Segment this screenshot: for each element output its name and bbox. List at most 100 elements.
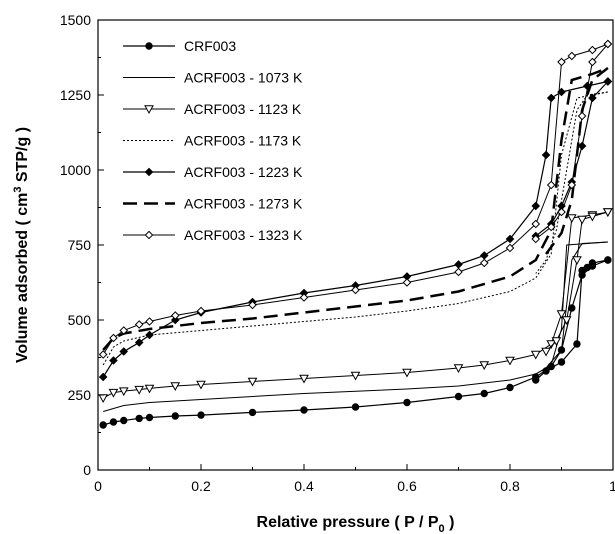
legend-item-2: ACRF003 - 1123 K bbox=[123, 101, 302, 117]
data-point bbox=[567, 180, 577, 190]
data-point bbox=[603, 208, 613, 218]
data-point bbox=[119, 326, 129, 335]
data-point bbox=[578, 266, 586, 275]
data-point bbox=[530, 350, 541, 360]
data-point bbox=[588, 93, 597, 103]
data-point bbox=[196, 380, 206, 390]
data-point bbox=[454, 392, 463, 401]
data-point bbox=[170, 315, 180, 325]
data-point bbox=[299, 374, 309, 384]
data-point bbox=[572, 256, 582, 266]
series-line-adsorption bbox=[102, 91, 608, 366]
data-point bbox=[134, 385, 145, 395]
data-point bbox=[505, 243, 515, 253]
y-axis: 0 250 500 750 1000 1250 1500 bbox=[60, 12, 104, 478]
legend-label: ACRF003 - 1073 K bbox=[184, 70, 303, 86]
x-tick-label: 0.8 bbox=[500, 478, 520, 494]
data-point bbox=[546, 222, 556, 232]
series-6 bbox=[98, 39, 613, 359]
data-point bbox=[350, 371, 361, 381]
data-point bbox=[588, 45, 597, 55]
data-point bbox=[145, 413, 154, 422]
data-point bbox=[247, 377, 258, 387]
data-point bbox=[109, 356, 118, 365]
legend-item-6: ACRF003 - 1323 K bbox=[123, 227, 303, 243]
data-point bbox=[118, 387, 129, 397]
legend-item-0: CRF003 bbox=[123, 38, 236, 54]
legend-label: CRF003 bbox=[184, 38, 236, 54]
x-axis-title-main: Relative pressure ( P / P bbox=[257, 514, 439, 531]
series-4 bbox=[98, 77, 613, 382]
legend-marker bbox=[144, 167, 154, 177]
data-point bbox=[98, 372, 108, 382]
data-point bbox=[171, 412, 179, 420]
data-point bbox=[479, 361, 490, 371]
y-tick-label: 0 bbox=[83, 462, 91, 478]
data-point bbox=[170, 382, 181, 392]
y-tick-label: 250 bbox=[68, 387, 92, 403]
data-point bbox=[145, 317, 154, 326]
data-point bbox=[454, 260, 463, 269]
legend-label: ACRF003 - 1273 K bbox=[184, 196, 303, 212]
data-point bbox=[588, 259, 597, 267]
data-point bbox=[109, 333, 118, 343]
data-point bbox=[531, 201, 541, 211]
y-tick-label: 1000 bbox=[60, 162, 91, 178]
series-2 bbox=[98, 208, 613, 404]
data-point bbox=[108, 388, 119, 398]
legend-item-5: ACRF003 - 1273 K bbox=[123, 196, 303, 212]
data-point bbox=[557, 57, 566, 67]
x-tick-label: 0.4 bbox=[294, 478, 314, 494]
legend-item-3: ACRF003 - 1173 K bbox=[123, 133, 302, 149]
data-point bbox=[561, 316, 572, 326]
data-point bbox=[577, 215, 587, 225]
data-point bbox=[170, 311, 180, 320]
data-point bbox=[144, 384, 155, 394]
data-point bbox=[573, 340, 581, 348]
data-point bbox=[531, 219, 541, 229]
data-point bbox=[197, 411, 205, 419]
y-axis-title-tail: STP/g ) bbox=[14, 127, 31, 187]
data-point bbox=[99, 421, 107, 429]
series-1 bbox=[103, 241, 608, 412]
data-point bbox=[98, 394, 108, 404]
data-point bbox=[196, 306, 206, 316]
x-axis: 0 0.2 0.4 0.6 0.8 1 bbox=[94, 464, 615, 494]
data-point bbox=[120, 416, 128, 425]
data-point bbox=[603, 77, 613, 86]
y-tick-label: 500 bbox=[68, 312, 92, 328]
series-line-adsorption bbox=[103, 241, 608, 412]
data-point bbox=[567, 51, 577, 61]
data-point bbox=[402, 368, 412, 378]
data-point bbox=[119, 347, 129, 356]
series-line-desorption bbox=[535, 91, 608, 274]
data-point bbox=[351, 285, 360, 295]
series-5 bbox=[102, 66, 609, 351]
legend-label: ACRF003 - 1173 K bbox=[184, 133, 302, 149]
data-point bbox=[505, 356, 515, 366]
series-line-adsorption bbox=[102, 66, 609, 351]
x-tick-label: 0.6 bbox=[397, 478, 417, 494]
data-point bbox=[551, 337, 562, 347]
data-point bbox=[532, 376, 540, 384]
data-point bbox=[587, 212, 598, 222]
data-point bbox=[506, 383, 514, 392]
data-point bbox=[541, 347, 551, 357]
x-axis-title-tail: ) bbox=[445, 514, 455, 531]
y-tick-label: 1500 bbox=[60, 12, 91, 28]
data-point bbox=[566, 214, 577, 224]
data-point bbox=[351, 403, 360, 411]
data-point bbox=[541, 150, 551, 160]
plot-frame bbox=[97, 19, 614, 471]
series-line-desorption bbox=[535, 259, 609, 381]
data-point bbox=[109, 418, 118, 426]
data-point bbox=[479, 258, 489, 268]
data-point bbox=[531, 234, 541, 244]
series-3 bbox=[102, 91, 608, 366]
data-point bbox=[588, 57, 597, 67]
series-line-adsorption bbox=[102, 211, 608, 399]
x-tick-label: 0 bbox=[94, 478, 102, 494]
data-point bbox=[403, 398, 411, 407]
y-axis-title-superscript: 3 bbox=[12, 187, 24, 193]
